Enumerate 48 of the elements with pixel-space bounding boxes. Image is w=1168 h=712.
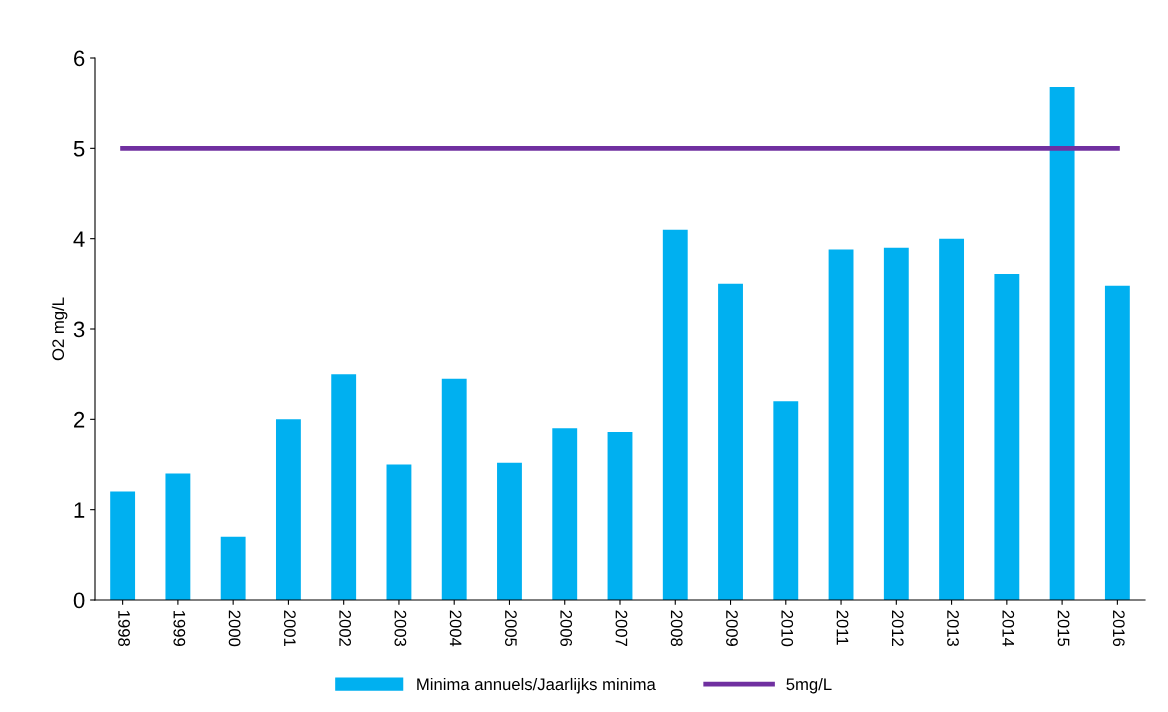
y-tick-label: 2 (74, 411, 85, 428)
bar (220, 536, 246, 600)
x-tick-label: 2001 (283, 610, 296, 646)
bar (1104, 285, 1130, 600)
bar (331, 374, 357, 600)
x-tick-label: 2005 (505, 610, 517, 647)
y-axis-title: O2 mg/L (51, 297, 68, 361)
bar (497, 462, 522, 600)
x-tick-label: 2007 (615, 610, 628, 646)
bar (1049, 86, 1075, 600)
legend-label: Minima annuels/Jaarlijks minima (417, 677, 656, 694)
bar (110, 491, 136, 600)
x-tick-label: 1998 (118, 610, 130, 647)
bar (662, 229, 688, 600)
x-tick-label: 2000 (228, 610, 241, 647)
y-tick-label: 3 (73, 321, 85, 338)
bar (386, 464, 412, 600)
bar (883, 247, 909, 600)
x-tick-label: 2012 (891, 610, 904, 646)
x-tick-label: 2004 (449, 610, 462, 647)
x-tick-label: 2008 (670, 610, 683, 647)
x-tick-label: 2003 (394, 610, 407, 647)
legend-label: 5mg/L (786, 677, 832, 694)
x-tick-label: 2002 (339, 610, 352, 646)
x-tick-label: 2011 (836, 610, 849, 645)
bar (441, 378, 467, 600)
bar (994, 273, 1020, 600)
y-tick-label: 6 (74, 50, 85, 67)
bar (939, 238, 965, 600)
x-tick-label: 2015 (1057, 610, 1070, 647)
bar (275, 419, 301, 600)
x-tick-label: 2010 (781, 610, 794, 647)
x-tick-label: 2016 (1112, 610, 1125, 647)
y-tick-label: 4 (73, 231, 85, 247)
bar (165, 473, 191, 600)
x-tick-label: 2006 (560, 610, 573, 647)
y-tick-label: 0 (73, 592, 85, 609)
bar (828, 249, 854, 600)
bar (773, 401, 799, 600)
x-tick-label: 2009 (726, 610, 738, 647)
y-tick-label: 5 (73, 141, 85, 157)
bar (718, 283, 743, 600)
x-tick-label: 1999 (173, 610, 186, 647)
y-tick-label: 1 (74, 502, 85, 518)
x-tick-label: 2014 (1002, 610, 1015, 647)
bar (607, 431, 633, 600)
x-tick-label: 2013 (947, 610, 959, 647)
bar (552, 428, 578, 600)
